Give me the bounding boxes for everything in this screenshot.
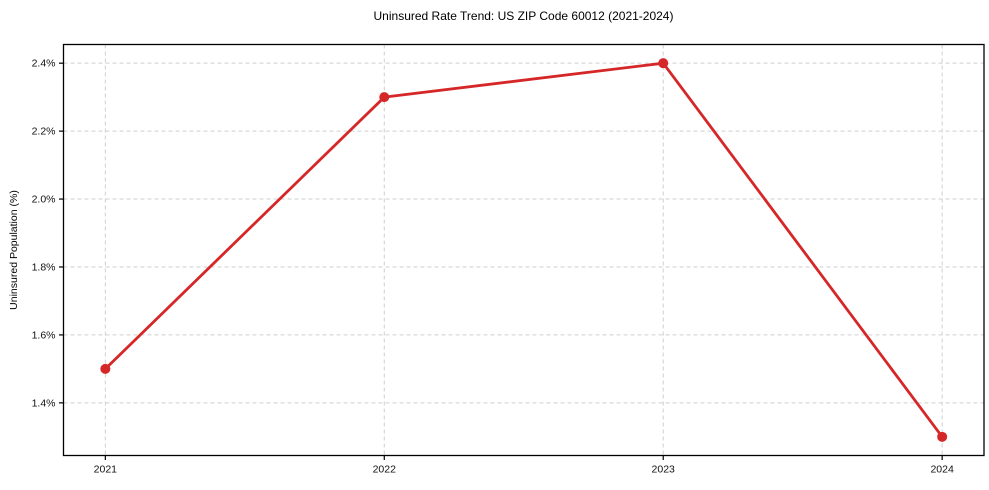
y-tick-label: 2.0% — [32, 194, 56, 206]
x-tick-label: 2024 — [930, 464, 954, 476]
y-tick-label: 2.4% — [32, 58, 56, 70]
data-point — [937, 431, 948, 442]
series-line — [103, 61, 944, 439]
x-tick-label: 2022 — [373, 464, 397, 476]
y-tick-label: 1.4% — [32, 397, 56, 409]
plot-border — [62, 43, 985, 457]
x-tick-label: 2021 — [94, 464, 118, 476]
data-point — [100, 363, 111, 374]
data-point — [379, 92, 390, 103]
y-tick-label: 2.2% — [32, 126, 56, 138]
y-tick-label: 1.6% — [32, 329, 56, 341]
data-point — [658, 58, 669, 69]
x-tick-label: 2023 — [652, 464, 676, 476]
y-tick-label: 1.8% — [32, 261, 56, 273]
chart-title: Uninsured Rate Trend: US ZIP Code 60012 … — [373, 9, 674, 23]
